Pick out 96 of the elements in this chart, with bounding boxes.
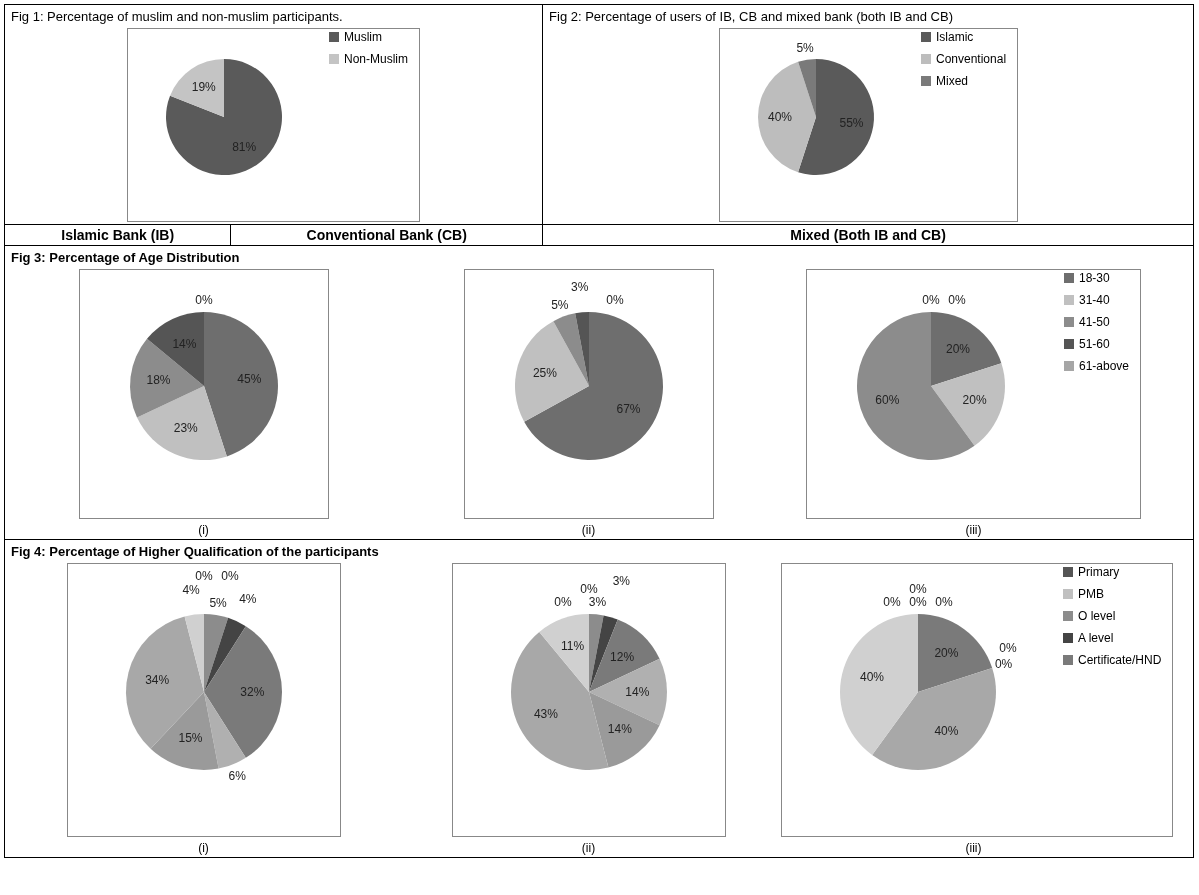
text: 0%	[220, 569, 239, 583]
legend-label: 61-above	[1079, 359, 1130, 373]
data-label: 5%	[795, 40, 814, 55]
data-label: 40%	[859, 670, 885, 685]
legend-label: Non-Muslim	[344, 52, 409, 66]
legend-label: 41-50	[1079, 315, 1111, 329]
pie-slice	[931, 312, 1002, 386]
text: Mixed (Both IB and CB)	[542, 224, 1194, 246]
text: 0%	[883, 595, 901, 609]
text: 0%	[194, 569, 213, 583]
data-label: 15%	[177, 731, 203, 746]
data-label: 32%	[239, 685, 265, 699]
pie-slice	[797, 59, 816, 117]
text: 0%	[579, 582, 598, 596]
pie-slice	[136, 386, 227, 460]
data-label: 5%	[208, 596, 227, 611]
pie-slice	[514, 321, 589, 422]
chart-title: Fig 2: Percentage of users of IB, CB and mixed bank (both IB and CB)	[549, 9, 954, 24]
pie-slice	[931, 363, 1005, 446]
pie-slice	[146, 312, 204, 386]
text: Conventional Bank (CB)	[230, 224, 543, 246]
data-label: 34%	[144, 672, 169, 687]
data-label: 55%	[839, 115, 864, 130]
pie-slice	[184, 614, 204, 692]
text: (ii)	[580, 523, 597, 537]
pie-slice	[588, 614, 604, 692]
data-label: 5%	[550, 298, 569, 313]
pie-slice	[538, 614, 589, 692]
legend-label: Conventional	[935, 52, 1006, 66]
data-label: 19%	[191, 80, 217, 95]
data-label: 6%	[227, 768, 246, 783]
pie-slice	[170, 59, 225, 117]
pie-slice	[150, 692, 219, 770]
data-label: 81%	[232, 139, 257, 154]
text: 0%	[605, 293, 624, 307]
text: 0%	[194, 293, 213, 307]
pie-slice	[129, 338, 204, 418]
legend-label: PMB	[1078, 587, 1105, 601]
pie-slice	[757, 61, 816, 173]
text: Islamic Bank (IB)	[4, 224, 231, 246]
data-label: 14%	[624, 685, 650, 699]
pie-slice	[797, 59, 874, 175]
legend-label: Muslim	[344, 30, 383, 44]
data-label: 40%	[767, 110, 792, 124]
text: (ii)	[580, 841, 597, 855]
data-label: 20%	[934, 645, 959, 660]
text: (i)	[197, 841, 210, 855]
data-label: 40%	[934, 724, 959, 739]
pie-slice	[840, 614, 918, 756]
data-label: 14%	[607, 722, 632, 737]
legend-label: Primary	[1078, 565, 1120, 579]
legend-label: 51-60	[1079, 337, 1111, 351]
data-label: 4%	[238, 591, 257, 606]
data-label: 3%	[612, 573, 630, 588]
data-label: 43%	[533, 706, 558, 721]
pie-slice	[918, 614, 993, 692]
pie-slice	[203, 626, 282, 758]
pie-slice	[203, 614, 228, 692]
data-label: 60%	[875, 393, 900, 408]
legend-label: 18-30	[1079, 271, 1111, 285]
text: (iii)	[964, 523, 983, 537]
data-label: 4%	[181, 582, 200, 597]
text: 0%	[909, 582, 927, 596]
data-label: 67%	[615, 402, 641, 417]
legend-label: Mixed	[935, 74, 968, 88]
data-label: 45%	[236, 371, 262, 386]
text: 0%	[999, 640, 1017, 655]
data-label: 20%	[962, 393, 987, 408]
text: (i)	[197, 523, 210, 537]
data-label: 3%	[588, 595, 606, 610]
text: 0%	[553, 595, 572, 609]
data-label: 25%	[532, 366, 557, 381]
legend-label: A level	[1078, 631, 1114, 645]
chart-title: Fig 1: Percentage of muslim and non-muslim participants.	[11, 9, 344, 24]
data-label: 11%	[560, 639, 585, 654]
legend-label: O level	[1078, 609, 1116, 623]
text: 0%	[948, 293, 966, 307]
data-label: 18%	[145, 373, 171, 388]
data-label: 3%	[570, 280, 589, 295]
pie-slice	[203, 312, 278, 457]
data-label: 23%	[173, 421, 198, 436]
text: 0%	[994, 657, 1013, 672]
pie-slice	[574, 312, 589, 386]
text: 0%	[935, 595, 953, 609]
legend-label: Islamic	[935, 30, 973, 44]
text: 0%	[909, 595, 927, 609]
text: (iii)	[964, 841, 983, 855]
chart-title: Fig 4: Percentage of Higher Qualification of the participants	[11, 544, 380, 559]
data-label: 20%	[945, 341, 971, 356]
chart-title: Fig 3: Percentage of Age Distribution	[11, 250, 241, 265]
text: 0%	[922, 293, 940, 307]
pie-slice	[166, 59, 282, 175]
data-label: 12%	[609, 649, 634, 664]
legend-label: Certificate/HND	[1078, 653, 1162, 667]
pie-slice	[523, 312, 663, 460]
legend-label: 31-40	[1079, 293, 1111, 307]
